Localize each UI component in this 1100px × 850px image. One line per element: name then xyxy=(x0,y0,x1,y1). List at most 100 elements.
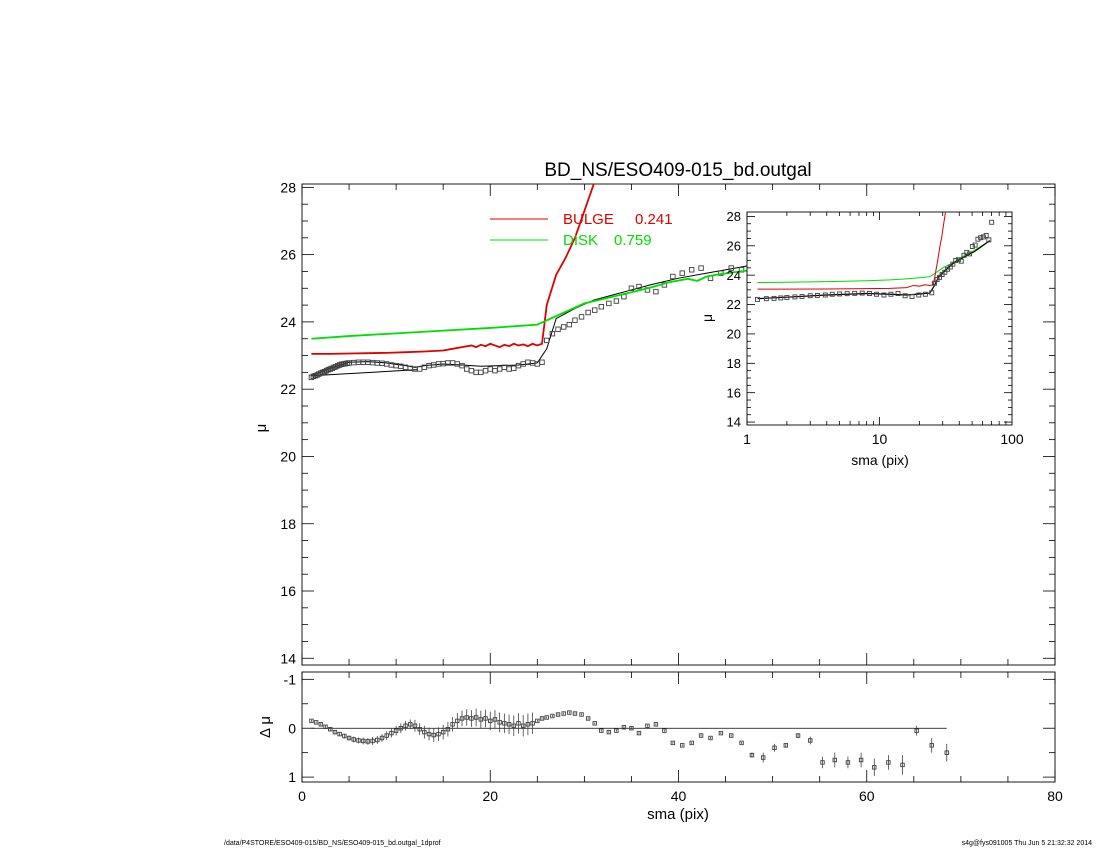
data-point xyxy=(955,257,961,263)
data-point xyxy=(969,244,975,249)
y-axis-label: μ xyxy=(253,424,270,433)
residual-point xyxy=(516,721,521,726)
data-point xyxy=(784,295,790,300)
residual-point xyxy=(422,729,427,735)
data-point xyxy=(778,295,784,301)
residual-point xyxy=(473,715,479,720)
data-point xyxy=(983,233,989,238)
y-tick-label: 24 xyxy=(280,314,296,330)
residual-point xyxy=(670,740,676,746)
legend-label: DISK xyxy=(563,232,598,249)
bulge-line xyxy=(311,184,595,355)
residual-point xyxy=(653,722,659,727)
data-point xyxy=(942,269,948,275)
residual-point xyxy=(502,721,507,726)
residual-point xyxy=(511,723,516,728)
residual-point xyxy=(370,738,375,744)
x-tick-label: 0 xyxy=(298,788,306,804)
data-point xyxy=(728,265,734,271)
residual-point xyxy=(488,718,493,724)
residual-point xyxy=(356,738,361,743)
residual-point xyxy=(384,733,389,738)
residual-point xyxy=(914,728,919,733)
data-point xyxy=(468,367,475,374)
residual-point xyxy=(944,750,949,755)
residual-point xyxy=(393,728,399,733)
residual-point xyxy=(389,730,394,736)
y-tick-label: 20 xyxy=(280,448,296,464)
y-tick-label: 16 xyxy=(280,583,296,599)
residual-point xyxy=(328,727,333,732)
data-point xyxy=(967,251,972,257)
residual-point xyxy=(459,716,465,721)
data-point xyxy=(888,291,894,297)
data-point xyxy=(958,258,964,264)
residual-point xyxy=(469,716,474,721)
data-point xyxy=(978,235,984,241)
data-point xyxy=(566,321,573,328)
data-point xyxy=(679,270,685,276)
residual-point xyxy=(323,724,328,729)
data-point xyxy=(929,290,935,296)
residual-point xyxy=(360,738,366,744)
y-tick-label: 18 xyxy=(727,356,741,371)
residual-point xyxy=(398,726,404,731)
residual-point xyxy=(599,728,604,733)
data-point xyxy=(852,290,858,296)
data-point xyxy=(829,291,835,297)
residual-point xyxy=(606,729,612,735)
bulge-line xyxy=(757,212,947,290)
data-point xyxy=(975,236,981,242)
residual-point xyxy=(572,711,578,716)
chart-title: BD_NS/ESO409-015_bd.outgal xyxy=(544,160,811,181)
data-point xyxy=(670,273,676,280)
residual-point xyxy=(403,723,408,728)
x-tick-label: 1 xyxy=(743,431,751,447)
residual-point xyxy=(346,735,352,741)
residual-point xyxy=(351,737,356,742)
data-point xyxy=(374,360,380,366)
residual-point xyxy=(408,722,413,727)
residual-point xyxy=(455,718,460,724)
residual-point xyxy=(426,731,432,737)
data-point xyxy=(755,296,760,302)
data-point xyxy=(822,292,828,298)
inset-log-plot: 14 16 18 20 22 24 26 28 1 10 100 sma (pix) μ xyxy=(699,209,1024,468)
residual-point xyxy=(412,723,418,728)
data-point xyxy=(980,234,986,240)
residual-point xyxy=(375,737,380,743)
residual-point xyxy=(365,739,371,744)
footer-right-stamp: s4g@fys091005 Thu Jun 5 21:32:32 2014 xyxy=(961,840,1092,847)
residual-point xyxy=(555,712,561,717)
data-point xyxy=(592,307,598,313)
main-profile-plot: 14 16 18 20 22 24 26 28 μ BULGE 0.241 DISK 0.759 xyxy=(253,179,1056,666)
residual-point xyxy=(450,722,455,727)
data-point xyxy=(369,359,376,366)
residual-point xyxy=(445,727,451,732)
inset-background xyxy=(747,212,1012,425)
data-point xyxy=(953,258,959,263)
data-point xyxy=(947,264,953,270)
data-point xyxy=(379,360,385,366)
residual-point xyxy=(629,726,634,731)
y-tick-label: 14 xyxy=(727,415,741,430)
residual-point xyxy=(342,733,347,739)
residual-point xyxy=(431,732,436,738)
data-point xyxy=(487,366,493,372)
residual-point xyxy=(832,757,837,763)
data-point xyxy=(986,237,992,243)
residual-point xyxy=(520,723,526,728)
residual-point xyxy=(739,740,744,746)
y-tick-label: -1 xyxy=(284,671,297,687)
data-point xyxy=(895,291,901,296)
data-point xyxy=(814,292,820,298)
residual-point xyxy=(530,721,535,726)
residual-point xyxy=(872,765,877,770)
data-point xyxy=(492,367,498,374)
x-tick-label: 100 xyxy=(1000,431,1024,447)
footer-left-path: /data/P4STORE/ESO409-015/BD_NS/ESO409-01… xyxy=(224,840,441,847)
residual-point xyxy=(436,731,441,737)
residual-point xyxy=(621,725,627,730)
x-axis-label: sma (pix) xyxy=(647,806,709,823)
